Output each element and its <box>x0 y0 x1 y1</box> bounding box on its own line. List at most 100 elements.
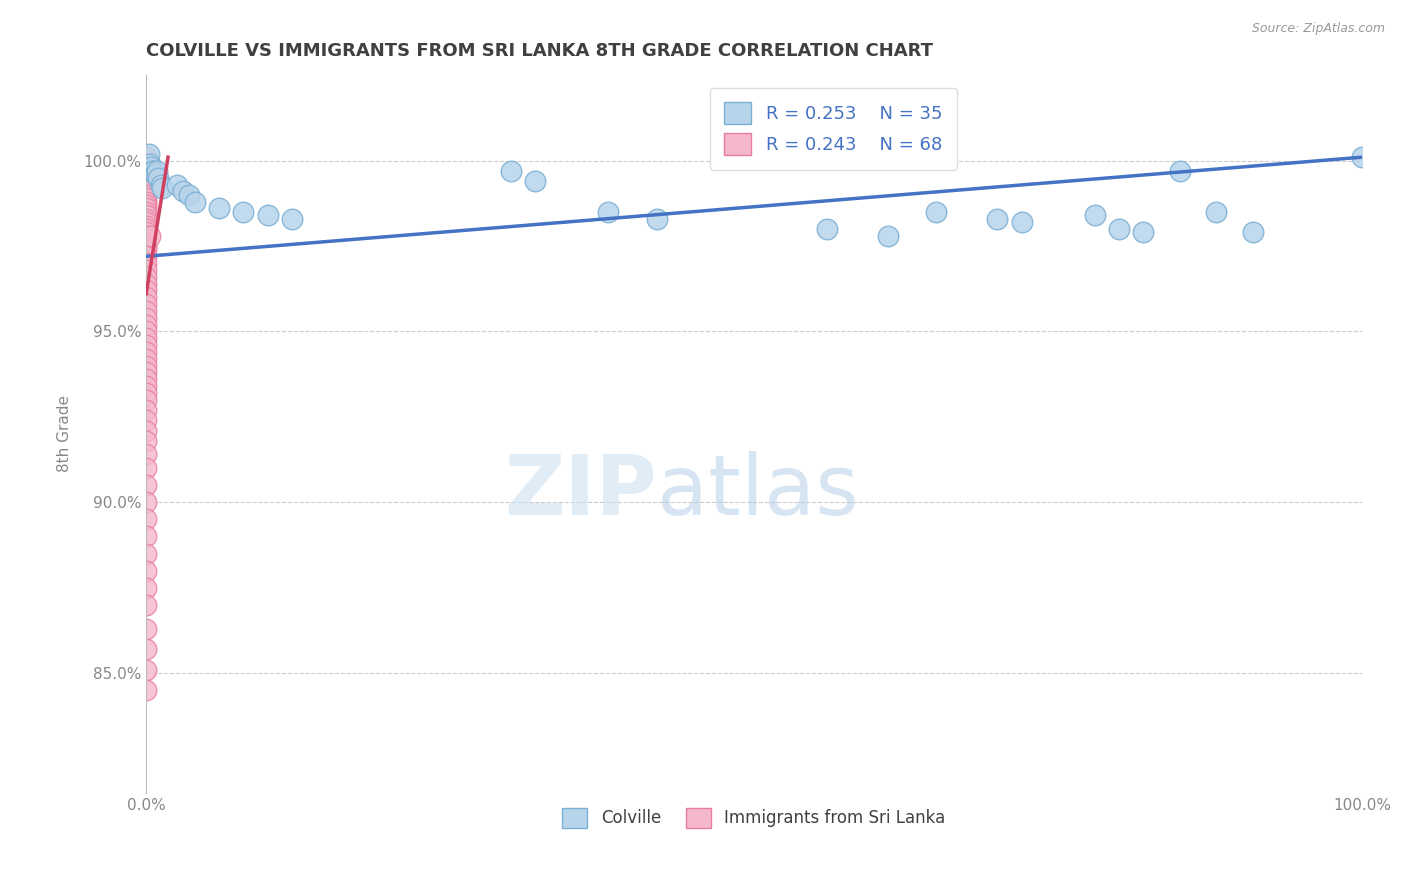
Point <box>145 167 167 181</box>
Point <box>135 547 157 561</box>
Point <box>135 564 157 578</box>
Point <box>135 345 157 359</box>
Point <box>135 338 157 352</box>
Point <box>1108 222 1130 236</box>
Text: atlas: atlas <box>657 450 859 532</box>
Point <box>142 164 165 178</box>
Point <box>135 150 157 164</box>
Text: Source: ZipAtlas.com: Source: ZipAtlas.com <box>1251 22 1385 36</box>
Point <box>499 164 522 178</box>
Point <box>135 297 157 311</box>
Point <box>146 164 169 178</box>
Point <box>135 235 157 250</box>
Point <box>876 228 898 243</box>
Point <box>135 161 157 175</box>
Point <box>135 290 157 304</box>
Point <box>135 222 157 236</box>
Point <box>135 372 157 386</box>
Point <box>135 239 157 253</box>
Point <box>135 174 157 188</box>
Point <box>139 228 162 243</box>
Legend: Colville, Immigrants from Sri Lanka: Colville, Immigrants from Sri Lanka <box>555 801 952 835</box>
Point <box>135 232 157 246</box>
Point <box>150 181 173 195</box>
Point <box>135 461 157 475</box>
Point <box>135 622 157 636</box>
Point <box>135 478 157 492</box>
Point <box>135 424 157 438</box>
Point <box>135 351 157 366</box>
Point <box>135 185 157 199</box>
Text: COLVILLE VS IMMIGRANTS FROM SRI LANKA 8TH GRADE CORRELATION CHART: COLVILLE VS IMMIGRANTS FROM SRI LANKA 8T… <box>146 42 934 60</box>
Point <box>645 211 668 226</box>
Point <box>135 318 157 332</box>
Point <box>135 277 157 291</box>
Point <box>1205 205 1227 219</box>
Point <box>166 178 188 192</box>
Point <box>135 225 157 239</box>
Point <box>135 379 157 393</box>
Point <box>135 187 157 202</box>
Point <box>135 359 157 373</box>
Point <box>135 495 157 509</box>
Text: ZIP: ZIP <box>505 450 657 532</box>
Point <box>135 181 157 195</box>
Point <box>1132 225 1154 239</box>
Point <box>139 157 162 171</box>
Point <box>135 202 157 216</box>
Point <box>135 228 157 243</box>
Y-axis label: 8th Grade: 8th Grade <box>58 395 72 473</box>
Point <box>135 642 157 657</box>
Point <box>135 198 157 212</box>
Point <box>139 161 162 175</box>
Point <box>135 434 157 448</box>
Point <box>135 413 157 427</box>
Point <box>135 178 157 192</box>
Point <box>143 167 166 181</box>
Point <box>135 386 157 401</box>
Point <box>135 581 157 595</box>
Point <box>135 263 157 277</box>
Point <box>135 208 157 222</box>
Point <box>598 205 620 219</box>
Point <box>172 185 194 199</box>
Point <box>135 211 157 226</box>
Point <box>135 191 157 205</box>
Point <box>135 219 157 233</box>
Point <box>135 325 157 339</box>
Point <box>986 211 1008 226</box>
Point <box>135 304 157 318</box>
Point <box>135 284 157 298</box>
Point <box>135 447 157 461</box>
Point <box>135 598 157 612</box>
Point <box>256 208 278 222</box>
Point <box>524 174 547 188</box>
Point <box>135 157 157 171</box>
Point <box>135 331 157 345</box>
Point <box>135 529 157 543</box>
Point <box>135 164 157 178</box>
Point <box>135 256 157 270</box>
Point <box>135 170 157 185</box>
Point <box>925 205 948 219</box>
Point <box>138 146 160 161</box>
Point <box>135 215 157 229</box>
Point <box>232 205 254 219</box>
Point <box>815 222 838 236</box>
Point <box>135 205 157 219</box>
Point <box>135 366 157 380</box>
Point <box>135 167 157 181</box>
Point <box>135 663 157 677</box>
Point <box>148 170 170 185</box>
Point <box>135 194 157 209</box>
Point <box>1083 208 1105 222</box>
Point <box>1168 164 1191 178</box>
Point <box>135 683 157 698</box>
Point <box>281 211 304 226</box>
Point <box>1241 225 1264 239</box>
Point <box>135 403 157 417</box>
Point <box>1351 150 1374 164</box>
Point <box>135 512 157 526</box>
Point <box>177 187 200 202</box>
Point <box>135 243 157 257</box>
